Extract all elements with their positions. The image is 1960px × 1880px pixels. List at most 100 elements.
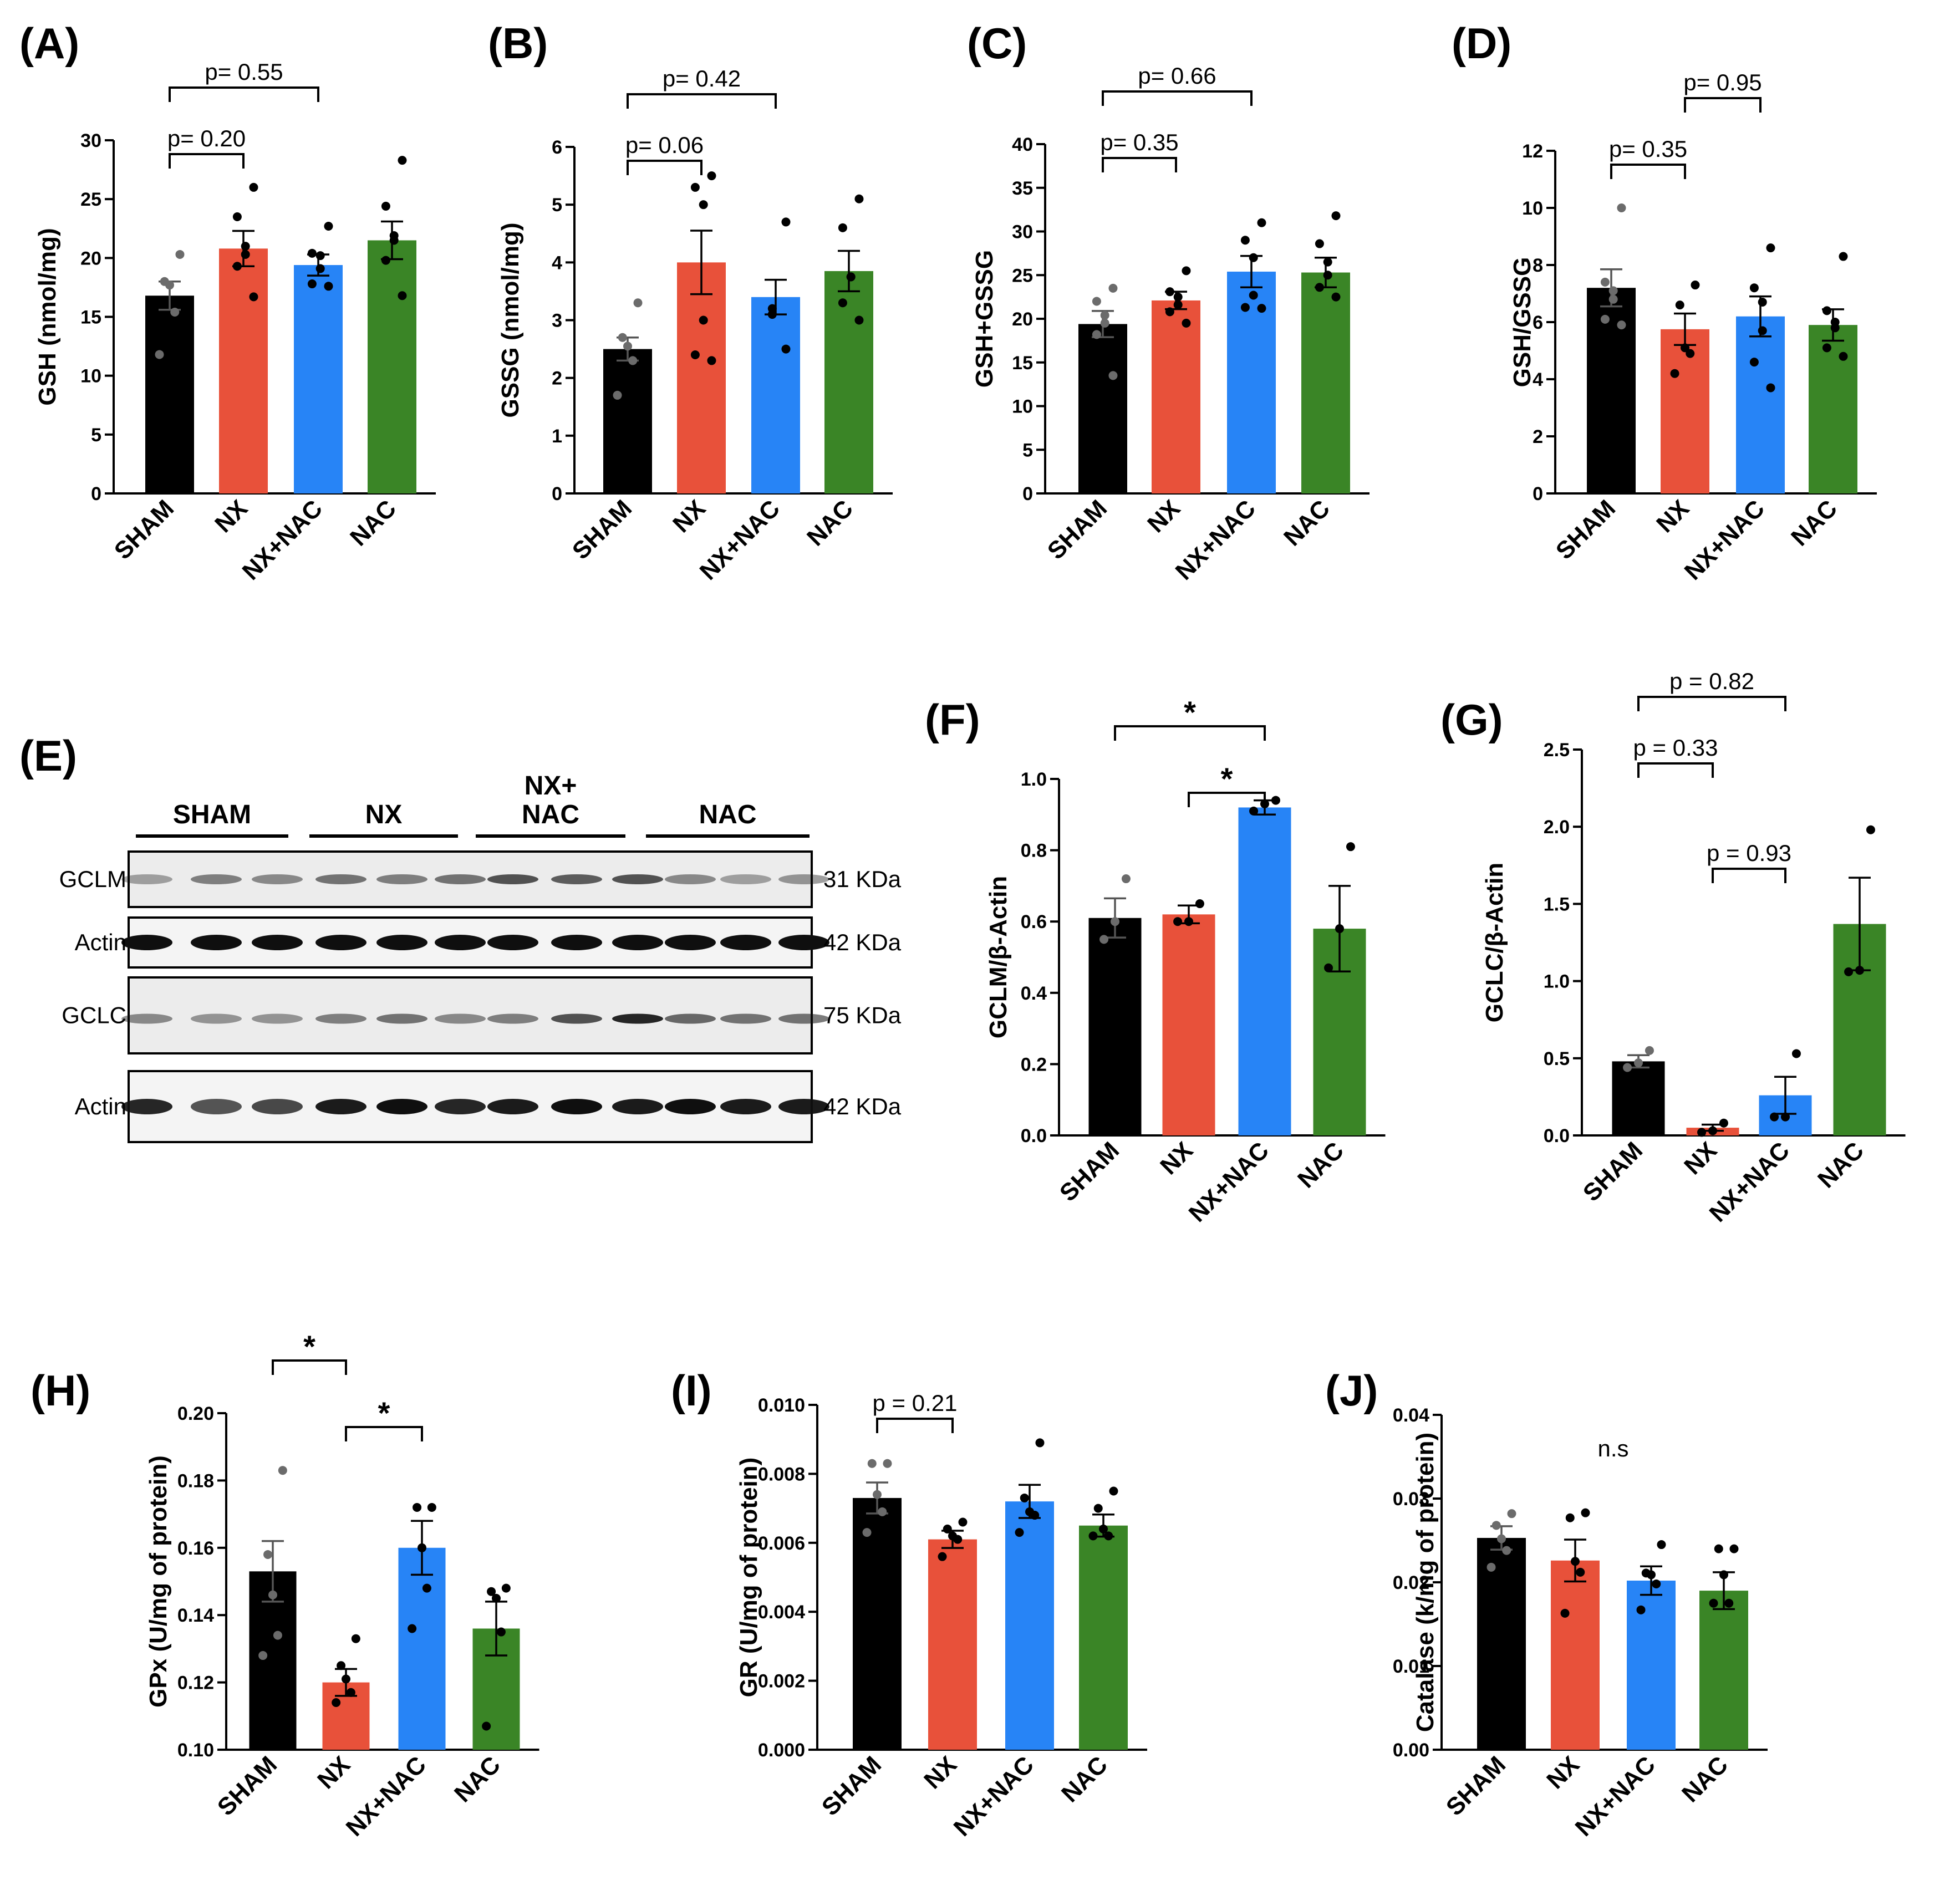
significance-label: p= 0.35 [1100,129,1178,155]
data-point [324,222,333,231]
x-tick-label: NX+NAC [1679,495,1770,585]
blot-band [778,1099,829,1114]
data-point [1839,252,1848,261]
significance-bracket [169,153,245,169]
data-point [1099,935,1109,944]
data-point [1331,292,1341,302]
significance-bracket [1102,157,1177,172]
data-point [1749,358,1759,367]
data-point [1108,371,1118,380]
blot-size-label: 42 KDa [823,929,902,955]
data-point [707,171,716,181]
blot-band [191,935,242,950]
data-point [1623,1063,1632,1072]
data-point [1331,211,1341,221]
data-point [492,1593,501,1603]
data-point [1855,966,1864,975]
data-point [422,1583,431,1593]
y-tick-label: 0.04 [1393,1405,1429,1426]
data-point [1781,1112,1790,1122]
significance-label: p= 0.55 [205,59,283,85]
data-point [613,390,622,400]
bar [1736,316,1785,493]
data-point [1708,1126,1717,1135]
y-axis-title: GCLC/β-Actin [1481,863,1508,1022]
data-point [699,315,708,325]
data-point [1015,1528,1024,1537]
y-tick-label: 0 [552,483,562,505]
x-tick-label: NX+NAC [341,1751,431,1841]
x-tick-label: NX [1541,1751,1585,1794]
data-point [1020,1493,1029,1502]
data-point [854,315,864,325]
data-point [1109,1486,1118,1496]
data-point [1240,303,1250,312]
data-point [232,262,242,271]
data-point [1507,1509,1516,1519]
y-tick-label: 10 [80,366,101,387]
x-tick-label: NX [1651,495,1694,538]
data-point [1709,1598,1718,1608]
blot-band [121,1013,172,1024]
y-tick-label: 0.2 [1021,1054,1047,1075]
bar [751,297,800,493]
x-tick-label: SHAM [1578,1137,1648,1206]
data-point [1271,796,1280,805]
x-tick-label: NAC [1677,1751,1733,1807]
y-tick-label: 1.0 [1544,971,1570,992]
y-tick-label: 1 [552,426,562,447]
bar [398,1547,446,1750]
blot-band [435,935,486,950]
bar [1152,300,1200,493]
y-tick-label: 0.002 [758,1671,805,1692]
data-point [867,1459,877,1468]
y-tick-label: 2 [1533,426,1543,447]
panel-label: (H) [30,1366,90,1415]
data-point [487,1587,496,1596]
data-point [1749,283,1759,293]
x-tick-label: SHAM [109,495,179,564]
y-tick-label: 5 [552,195,562,216]
data-point [1335,924,1344,934]
x-tick-label: NX [312,1751,355,1794]
x-tick-label: NAC [1056,1751,1113,1807]
data-point [1719,1118,1728,1128]
data-point [155,350,164,359]
data-point [1645,1046,1654,1055]
data-point [1195,899,1204,909]
x-tick-label: NX [1155,1137,1198,1180]
data-point [1121,874,1131,884]
data-point [767,310,777,319]
blot-band [665,1099,716,1114]
data-point [1600,314,1610,324]
lane-group-label: NAC [522,800,579,829]
significance-label: p = 0.21 [873,1390,958,1416]
x-tick-label: NX [1679,1137,1722,1180]
data-point [838,223,847,232]
significance-label: p= 0.06 [625,132,704,158]
data-point [1571,1557,1580,1566]
x-tick-label: NAC [1279,495,1335,551]
data-point [1560,1608,1570,1618]
data-point [1652,1580,1661,1589]
y-tick-label: 0 [1022,483,1033,505]
data-point [690,182,700,192]
data-point [781,344,791,354]
y-tick-label: 0.006 [758,1533,805,1554]
data-point [1581,1508,1590,1517]
bar [1699,1591,1748,1750]
y-tick-label: 10 [1012,396,1033,417]
bar [1162,914,1215,1135]
bar [1627,1580,1676,1750]
x-tick-label: NAC [802,495,858,551]
blot-band [487,1013,538,1024]
x-tick-label: NX+NAC [1170,495,1261,585]
panel-label: (A) [19,19,79,68]
data-point [273,1631,282,1640]
data-point [381,256,390,265]
significance-bracket [1102,90,1253,106]
x-tick-label: NAC [1786,495,1842,551]
